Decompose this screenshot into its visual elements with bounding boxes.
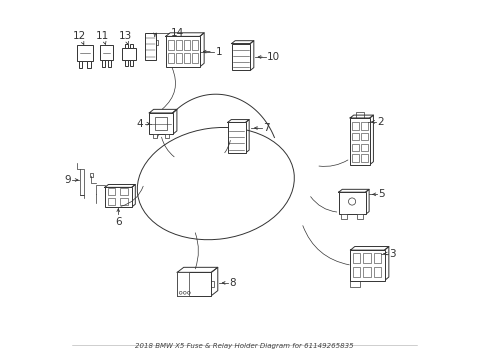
- Bar: [361, 154, 367, 162]
- Bar: [104, 187, 131, 207]
- Text: 9: 9: [64, 175, 71, 185]
- Bar: [351, 133, 358, 140]
- Bar: [191, 40, 198, 50]
- Text: 10: 10: [266, 52, 280, 62]
- Bar: [361, 133, 367, 140]
- Bar: [350, 280, 359, 287]
- Bar: [165, 36, 200, 67]
- Bar: [107, 188, 115, 195]
- Bar: [350, 250, 384, 280]
- Bar: [154, 117, 167, 130]
- Circle shape: [351, 281, 356, 286]
- Text: 13: 13: [119, 31, 132, 44]
- Bar: [363, 267, 370, 277]
- Bar: [351, 154, 358, 162]
- Bar: [107, 198, 115, 205]
- Bar: [144, 33, 155, 60]
- Bar: [183, 40, 189, 50]
- Bar: [349, 118, 369, 165]
- Bar: [176, 40, 182, 50]
- Text: 6: 6: [115, 217, 122, 226]
- Text: 14: 14: [171, 28, 184, 38]
- Text: 3: 3: [388, 248, 395, 258]
- Bar: [153, 134, 157, 138]
- Bar: [352, 267, 360, 277]
- Bar: [80, 168, 83, 195]
- Bar: [191, 53, 198, 63]
- Bar: [352, 253, 360, 262]
- Bar: [122, 48, 136, 60]
- Bar: [177, 273, 211, 296]
- Bar: [351, 144, 358, 151]
- Bar: [361, 122, 367, 130]
- Text: 2: 2: [377, 117, 384, 127]
- Bar: [90, 173, 92, 177]
- Bar: [77, 45, 93, 61]
- Bar: [108, 60, 110, 67]
- Bar: [357, 215, 362, 219]
- Bar: [100, 45, 113, 60]
- Text: 7: 7: [263, 123, 269, 133]
- Bar: [231, 44, 250, 71]
- Bar: [102, 60, 104, 67]
- Bar: [338, 192, 365, 215]
- Bar: [87, 61, 90, 68]
- Bar: [130, 60, 133, 66]
- Text: 12: 12: [73, 31, 86, 44]
- Bar: [149, 113, 172, 134]
- Bar: [373, 253, 381, 262]
- Bar: [210, 281, 214, 287]
- Bar: [79, 61, 82, 68]
- Bar: [351, 122, 358, 130]
- Text: 8: 8: [229, 278, 236, 288]
- Text: 2018 BMW X5 Fuse & Relay Holder Diagram for 61149265835: 2018 BMW X5 Fuse & Relay Holder Diagram …: [135, 343, 353, 349]
- Bar: [125, 60, 127, 66]
- Bar: [373, 267, 381, 277]
- Bar: [130, 44, 133, 48]
- Bar: [168, 53, 174, 63]
- Text: 11: 11: [96, 31, 109, 44]
- Bar: [356, 112, 363, 118]
- Bar: [120, 198, 127, 205]
- Text: 4: 4: [137, 119, 143, 129]
- Bar: [168, 40, 174, 50]
- Bar: [227, 122, 245, 153]
- Text: 5: 5: [378, 189, 384, 199]
- Bar: [363, 253, 370, 262]
- Bar: [183, 53, 189, 63]
- Bar: [176, 53, 182, 63]
- Bar: [164, 134, 168, 138]
- Bar: [341, 215, 346, 219]
- Bar: [361, 144, 367, 151]
- Bar: [177, 273, 189, 296]
- Bar: [124, 44, 128, 48]
- Bar: [120, 188, 127, 195]
- Text: 1: 1: [215, 46, 222, 57]
